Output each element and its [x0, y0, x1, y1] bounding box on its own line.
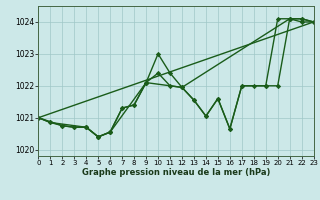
X-axis label: Graphe pression niveau de la mer (hPa): Graphe pression niveau de la mer (hPa) — [82, 168, 270, 177]
